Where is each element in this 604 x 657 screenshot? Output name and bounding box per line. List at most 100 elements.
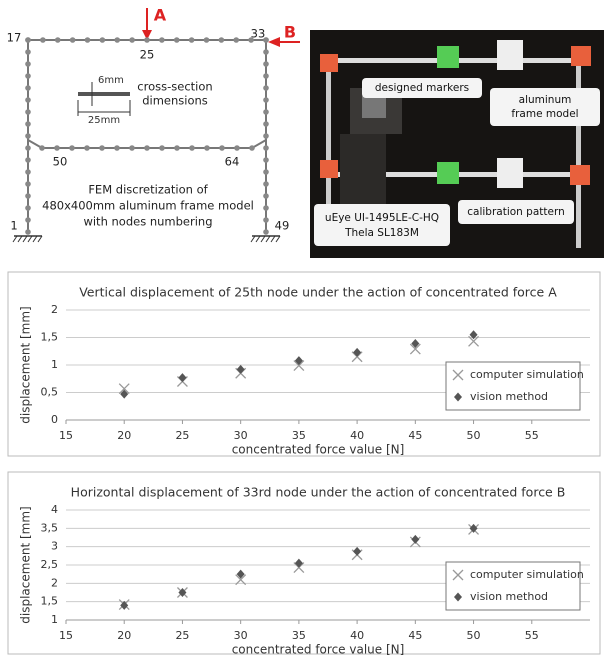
- point: [178, 373, 186, 382]
- node-dot: [100, 37, 106, 43]
- x-tick-label: 15: [59, 629, 73, 642]
- legend-label: computer simulation: [470, 368, 584, 381]
- node-dot: [263, 61, 269, 67]
- node-dot: [263, 157, 269, 163]
- y-tick-label: 0: [51, 413, 58, 426]
- hatch: [13, 236, 17, 242]
- page: {"diagram": {"nodes": ["17", "25", "33",…: [0, 0, 604, 657]
- node-dot: [25, 169, 31, 175]
- hatch: [28, 236, 32, 242]
- y-tick-label: 1: [51, 358, 58, 371]
- node-dot: [25, 205, 31, 211]
- node-label: 1: [10, 219, 17, 233]
- x-tick-label: 30: [234, 629, 248, 642]
- y-tick-label: 4: [51, 503, 58, 516]
- node-dot: [25, 133, 31, 139]
- node-dot: [25, 37, 31, 43]
- node-dot: [25, 193, 31, 199]
- y-tick-label: 1,5: [41, 331, 59, 344]
- y-tick-label: 3: [51, 540, 58, 553]
- y-tick-label: 2: [51, 576, 58, 589]
- node-dot: [263, 181, 269, 187]
- node-dot: [25, 85, 31, 91]
- node-dot: [219, 145, 225, 151]
- node-dot: [263, 133, 269, 139]
- node-dot: [174, 37, 180, 43]
- node-dot: [39, 145, 45, 151]
- node-dot: [25, 97, 31, 103]
- node-dot: [204, 145, 210, 151]
- node-dot: [204, 37, 210, 43]
- diagram-caption: 480x400mm aluminum frame model: [42, 199, 254, 213]
- node-dot: [25, 121, 31, 127]
- node-dot: [114, 145, 120, 151]
- node-dot: [25, 217, 31, 223]
- node-dot: [129, 37, 135, 43]
- point: [237, 365, 245, 374]
- x-tick-label: 20: [117, 429, 131, 442]
- node-dot: [85, 37, 91, 43]
- node-dot: [159, 145, 165, 151]
- hatch: [256, 236, 260, 242]
- photo-label: aluminum: [519, 94, 572, 106]
- node-dot: [189, 145, 195, 151]
- y-axis-label: displacement [mm]: [19, 506, 33, 623]
- x-tick-label: 45: [408, 629, 422, 642]
- node-dot: [249, 145, 255, 151]
- hatch: [33, 236, 37, 242]
- section-width: 25mm: [88, 115, 120, 126]
- node-dot: [54, 145, 60, 151]
- x-tick-label: 35: [292, 429, 306, 442]
- section-height: 6mm: [98, 75, 124, 86]
- x-tick-label: 55: [525, 429, 539, 442]
- x-tick-label: 45: [408, 429, 422, 442]
- hatch: [271, 236, 275, 242]
- node-dot: [263, 97, 269, 103]
- y-tick-label: 0,5: [41, 386, 59, 399]
- node-label: 64: [225, 155, 240, 169]
- node-dot: [263, 217, 269, 223]
- photo-label: Thela SL183M: [344, 227, 419, 239]
- x-tick-label: 15: [59, 429, 73, 442]
- node-dot: [263, 73, 269, 79]
- x-tick-label: 25: [175, 629, 189, 642]
- hatch: [18, 236, 22, 242]
- node-dot: [84, 145, 90, 151]
- node-dot: [263, 169, 269, 175]
- x-tick-label: 40: [350, 429, 364, 442]
- node-dot: [144, 37, 150, 43]
- diagram-caption: with nodes numbering: [83, 215, 212, 229]
- section-caption: cross-section: [137, 80, 212, 94]
- force-label: A: [154, 6, 167, 25]
- hatch: [276, 236, 280, 242]
- node-label: 33: [251, 27, 266, 41]
- node-dot: [25, 61, 31, 67]
- node-dot: [263, 145, 269, 151]
- node-dot: [40, 37, 46, 43]
- node-label: 50: [53, 155, 68, 169]
- photo-label: designed markers: [375, 82, 469, 94]
- x-tick-label: 50: [467, 629, 481, 642]
- node-dot: [129, 145, 135, 151]
- photo-label: calibration pattern: [467, 206, 565, 218]
- node-label: 49: [275, 219, 290, 233]
- y-tick-label: 1: [51, 613, 58, 626]
- hatch: [23, 236, 27, 242]
- point: [295, 356, 303, 365]
- node-dot: [99, 145, 105, 151]
- node-dot: [69, 145, 75, 151]
- node-dot: [233, 37, 239, 43]
- node-dot: [25, 229, 31, 235]
- chart-title: Horizontal displacement of 33rd node und…: [71, 485, 566, 500]
- force-label: B: [284, 23, 296, 42]
- hatch: [251, 236, 255, 242]
- point: [411, 535, 419, 544]
- y-tick-label: 2,5: [41, 558, 59, 571]
- node-dot: [55, 37, 61, 43]
- node-dot: [25, 145, 31, 151]
- node-label: 25: [140, 48, 155, 62]
- hatch: [38, 236, 42, 242]
- point: [295, 559, 303, 568]
- y-tick-label: 3,5: [41, 521, 59, 534]
- node-dot: [263, 121, 269, 127]
